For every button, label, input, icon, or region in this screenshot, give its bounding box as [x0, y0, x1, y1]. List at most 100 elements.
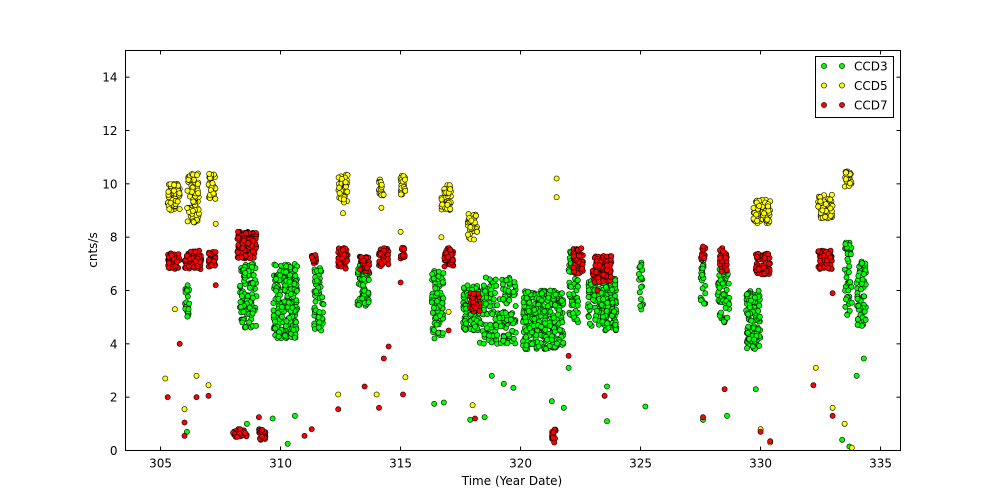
data-point [842, 303, 849, 310]
data-point [275, 333, 282, 340]
data-point [480, 340, 487, 347]
data-point [441, 263, 448, 270]
data-point [756, 302, 763, 309]
data-point [385, 343, 392, 350]
data-point [185, 176, 192, 183]
data-point [237, 282, 244, 289]
data-point [319, 294, 326, 301]
legend-marker [821, 63, 827, 69]
data-point [520, 299, 527, 306]
data-point [553, 175, 560, 182]
data-point [612, 321, 619, 328]
data-point [591, 292, 598, 299]
data-point [592, 316, 599, 323]
data-point [765, 203, 771, 210]
data-point [552, 302, 558, 308]
data-point [724, 314, 731, 321]
data-point [165, 260, 172, 266]
data-point [247, 255, 253, 262]
data-point [439, 201, 446, 208]
x-axis-label: Time (Year Date) [461, 474, 562, 488]
data-point [397, 228, 404, 235]
x-tick-label: 315 [389, 457, 412, 471]
data-point [433, 321, 440, 328]
data-point [523, 342, 530, 349]
data-point [291, 412, 298, 419]
data-point [471, 236, 477, 243]
data-point [509, 327, 516, 334]
data-point [242, 324, 249, 331]
data-point [547, 322, 553, 329]
data-point [825, 265, 831, 271]
data-point [827, 205, 834, 212]
data-point [757, 428, 764, 435]
data-point [472, 415, 478, 422]
data-point [316, 319, 323, 326]
data-point [755, 307, 761, 314]
data-point [242, 430, 249, 436]
data-point [278, 313, 285, 320]
data-point [568, 283, 574, 290]
data-point [293, 297, 300, 304]
data-point [431, 335, 438, 342]
legend-marker [839, 102, 845, 108]
data-point [539, 290, 545, 297]
data-point [189, 207, 196, 214]
data-point [854, 321, 861, 328]
data-point [745, 323, 752, 330]
data-point [335, 406, 342, 413]
data-point [309, 254, 315, 261]
data-point [755, 326, 762, 333]
y-tick-label: 0 [110, 444, 118, 458]
data-point [337, 260, 343, 267]
data-point [494, 302, 500, 308]
data-point [810, 382, 817, 389]
data-point [436, 312, 443, 319]
data-point [283, 269, 289, 275]
data-point [250, 272, 257, 278]
data-point [270, 300, 277, 306]
data-point [282, 332, 289, 339]
data-point [184, 218, 191, 225]
data-point [702, 290, 709, 297]
data-point [523, 295, 530, 301]
data-point [604, 320, 611, 327]
x-tick-label: 305 [149, 457, 172, 471]
data-point [817, 257, 823, 264]
data-point [237, 426, 243, 433]
data-point [612, 277, 619, 284]
data-point [206, 170, 213, 177]
data-point [381, 247, 388, 254]
data-points [162, 168, 869, 451]
data-point [185, 306, 192, 313]
data-point [764, 216, 771, 223]
data-point [171, 306, 178, 313]
data-point [212, 220, 219, 227]
data-point [700, 414, 706, 421]
data-point [593, 269, 600, 275]
data-point [717, 255, 724, 262]
data-point [815, 248, 822, 254]
data-point [812, 364, 819, 371]
data-point [570, 264, 577, 271]
data-point [748, 317, 755, 324]
data-point [603, 284, 609, 291]
data-point [234, 433, 241, 440]
data-point [726, 301, 732, 308]
data-point [398, 191, 404, 198]
data-point [550, 314, 557, 321]
data-point [240, 308, 247, 315]
y-tick-label: 10 [102, 177, 117, 191]
data-point [843, 169, 849, 176]
data-point [205, 256, 212, 263]
data-point [526, 325, 533, 332]
data-point [604, 267, 610, 274]
data-point [234, 249, 241, 256]
data-point [440, 295, 447, 302]
data-point [186, 300, 193, 307]
data-point [529, 341, 536, 347]
data-point [472, 304, 479, 311]
data-point [500, 337, 507, 344]
data-point [342, 265, 349, 272]
data-point [482, 288, 489, 295]
